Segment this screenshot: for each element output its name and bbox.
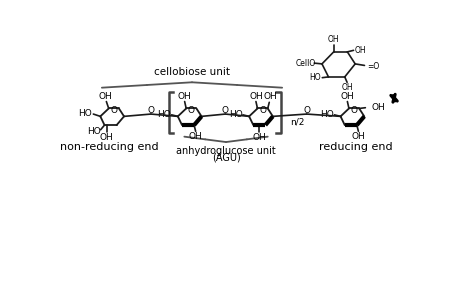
Text: OH: OH [372, 103, 385, 112]
Text: OH: OH [178, 92, 191, 101]
Text: HO: HO [157, 110, 171, 119]
Text: HO: HO [78, 109, 91, 118]
Text: OH: OH [249, 92, 263, 101]
Text: HO: HO [320, 110, 334, 119]
Text: OH: OH [355, 46, 366, 55]
Text: n/2: n/2 [290, 118, 304, 126]
Text: O: O [350, 106, 357, 115]
Text: OH: OH [253, 133, 266, 142]
Text: non-reducing end: non-reducing end [60, 142, 159, 152]
Text: OH: OH [99, 92, 112, 102]
Text: HO: HO [229, 110, 243, 119]
Text: OH: OH [340, 92, 354, 101]
Text: cellobiose unit: cellobiose unit [154, 67, 230, 77]
Text: OH: OH [328, 35, 339, 44]
Text: O: O [188, 106, 195, 115]
Text: HO: HO [310, 73, 321, 82]
Text: anhydroglucose unit: anhydroglucose unit [176, 146, 276, 156]
Text: O: O [259, 106, 266, 115]
Text: OH: OH [100, 133, 114, 142]
Text: O: O [303, 106, 310, 115]
Text: OH: OH [341, 83, 353, 92]
Text: OH: OH [352, 132, 365, 141]
Text: (AGU): (AGU) [212, 152, 240, 162]
Text: O: O [110, 106, 117, 115]
Text: OH: OH [189, 132, 202, 141]
Text: CellO: CellO [296, 59, 316, 67]
Text: O: O [222, 106, 229, 115]
Text: reducing end: reducing end [319, 142, 393, 152]
Text: O: O [147, 106, 155, 115]
Text: =O: =O [367, 62, 380, 71]
Text: HO: HO [87, 127, 100, 136]
Text: OH: OH [263, 92, 277, 102]
